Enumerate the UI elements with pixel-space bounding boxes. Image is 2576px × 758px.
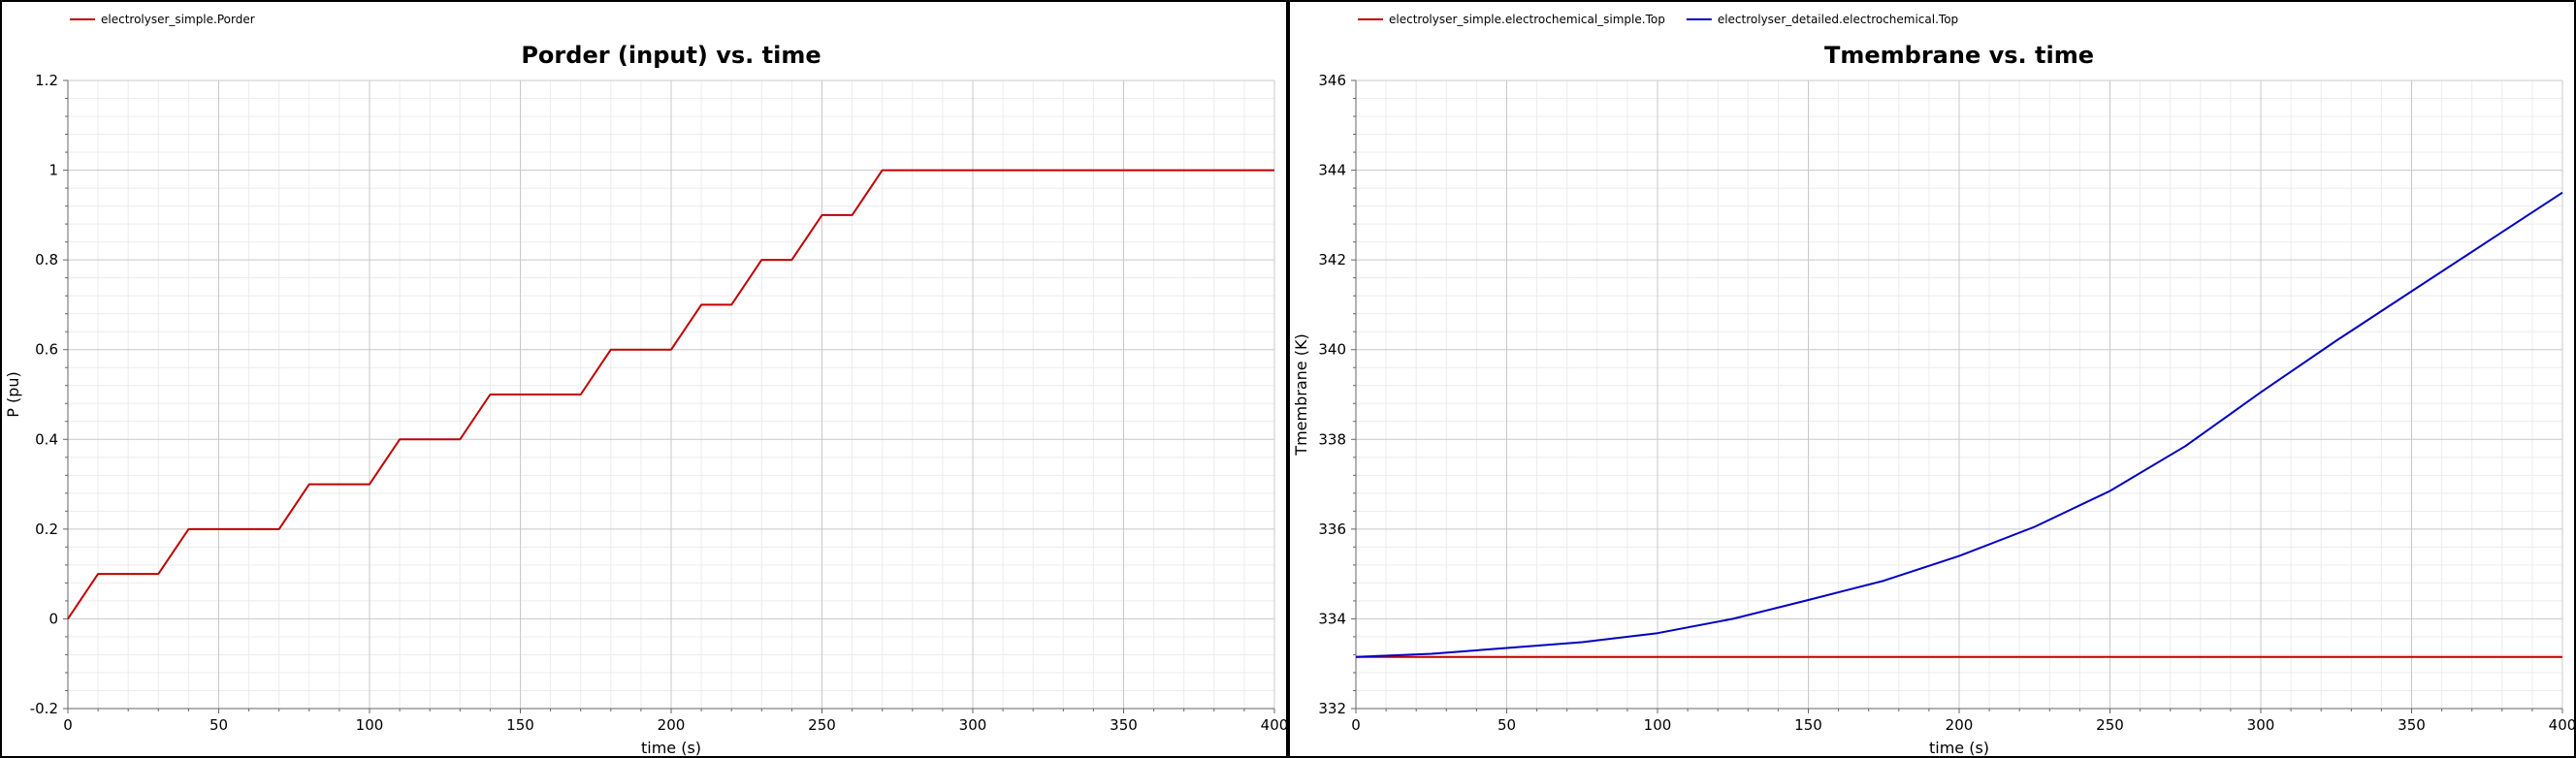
y-tick-label: 340 xyxy=(1318,341,1346,359)
x-tick-label: 0 xyxy=(63,716,73,734)
chart-title: Porder (input) vs. time xyxy=(521,42,821,69)
x-tick-label: 250 xyxy=(808,716,836,734)
x-axis-label: time (s) xyxy=(641,739,701,756)
legend-entry-0: electrolyser_simple.Porder xyxy=(101,13,255,26)
y-tick-label: 1 xyxy=(48,162,58,179)
series-line-0 xyxy=(67,169,1274,619)
x-tick-label: 350 xyxy=(2398,716,2426,734)
y-tick-label: 0 xyxy=(48,610,58,627)
x-tick-label: 50 xyxy=(1497,716,1516,734)
x-tick-label: 300 xyxy=(2247,716,2275,734)
tick-marks xyxy=(63,79,1275,713)
x-tick-label: 350 xyxy=(1110,716,1138,734)
x-tick-label: 200 xyxy=(658,716,686,734)
x-tick-label: 400 xyxy=(2549,716,2574,734)
x-tick-label: 200 xyxy=(1946,716,1974,734)
x-tick-label: 100 xyxy=(356,716,384,734)
y-tick-label: 344 xyxy=(1318,162,1346,179)
chart-panel-porder: 0 50 100 150 200 250 300 350 400 -0.2 0 0.2 0.4 0.6 0.… xyxy=(0,0,1288,758)
x-tick-label: 300 xyxy=(959,716,987,734)
x-tick-label: 100 xyxy=(1644,716,1672,734)
y-tick-label: 336 xyxy=(1318,521,1346,538)
y-axis-label: P (pu) xyxy=(4,371,22,418)
chart-panel-tmembrane: 0 50 100 150 200 250 300 350 400 332 334 336 338 340 3… xyxy=(1288,0,2576,758)
chart-title: Tmembrane vs. time xyxy=(1824,42,2094,69)
x-tick-label: 50 xyxy=(209,716,228,734)
y-tick-label: 0.2 xyxy=(35,521,58,538)
legend-entry-0: electrolyser_simple.electrochemical_simp… xyxy=(1389,13,1665,26)
x-tick-label: 0 xyxy=(1351,716,1361,734)
y-tick-label: 334 xyxy=(1318,610,1346,627)
x-tick-label: 150 xyxy=(1794,716,1822,734)
tmembrane-chart: 0 50 100 150 200 250 300 350 400 332 334 336 338 340 3… xyxy=(1292,13,2574,756)
y-tick-label: 338 xyxy=(1318,430,1346,448)
porder-chart: 0 50 100 150 200 250 300 350 400 -0.2 0 0.2 0.4 0.6 0.… xyxy=(4,13,1286,756)
y-tick-label: 0.8 xyxy=(35,251,58,268)
x-tick-label: 150 xyxy=(506,716,534,734)
tick-marks xyxy=(1351,79,2563,713)
y-axis-label: Tmembrane (K) xyxy=(1292,333,1310,456)
y-tick-label: -0.2 xyxy=(30,700,58,717)
x-tick-label: 400 xyxy=(1261,716,1286,734)
y-tick-label: 0.4 xyxy=(35,430,58,448)
x-axis-label: time (s) xyxy=(1929,739,1989,756)
series-line-1 xyxy=(1355,191,2563,658)
y-tick-label: 346 xyxy=(1318,72,1346,89)
x-tick-label: 250 xyxy=(2096,716,2124,734)
y-tick-label: 0.6 xyxy=(35,341,58,359)
y-tick-label: 332 xyxy=(1318,700,1346,717)
y-tick-label: 342 xyxy=(1318,251,1346,268)
legend-entry-1: electrolyser_detailed.electrochemical.To… xyxy=(1718,13,1958,26)
y-tick-label: 1.2 xyxy=(35,72,58,89)
